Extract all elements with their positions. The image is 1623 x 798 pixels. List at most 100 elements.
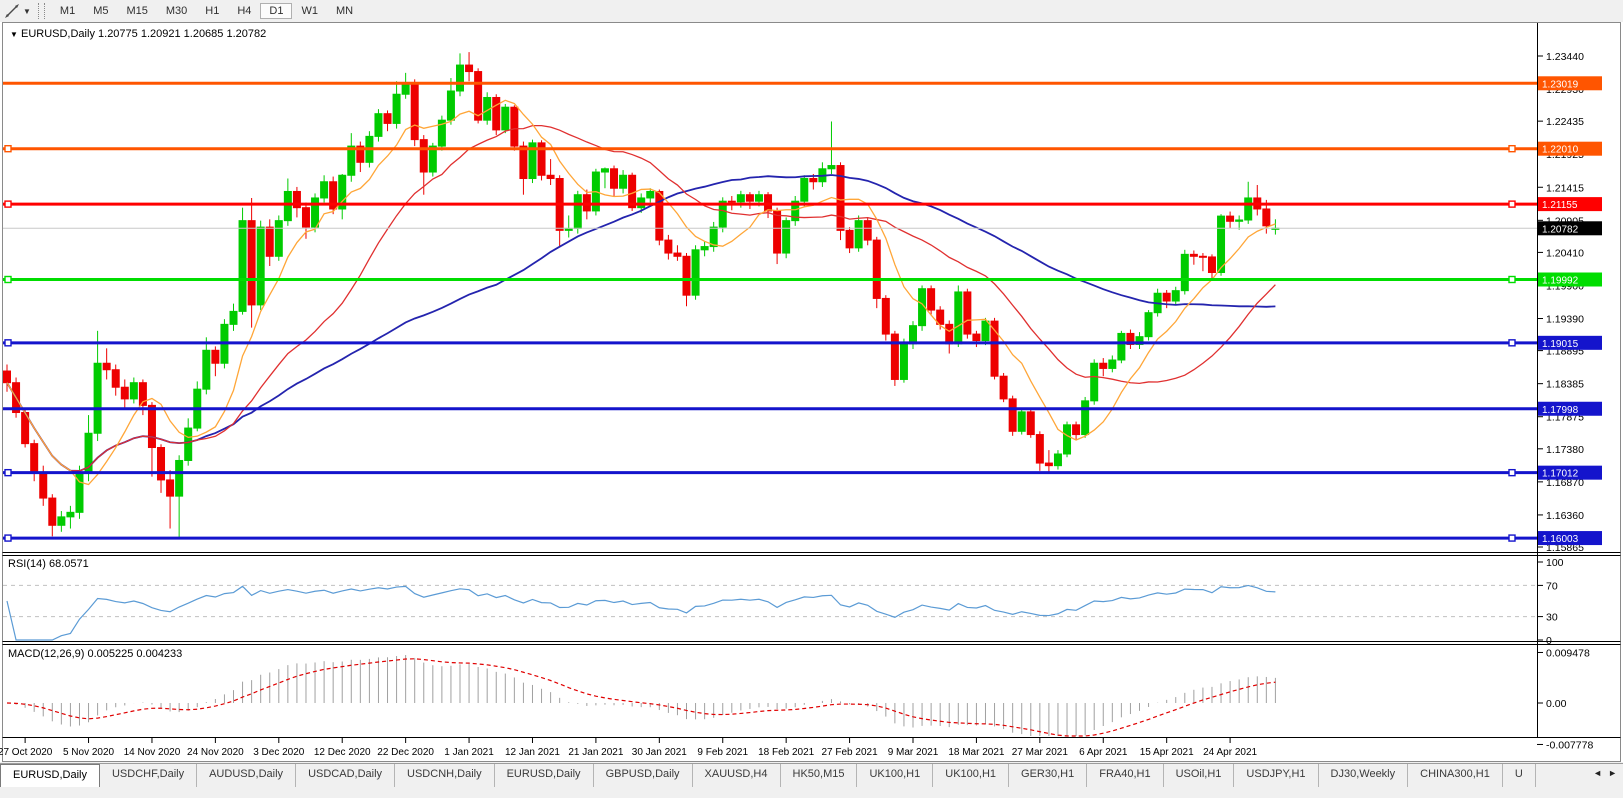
rsi-indicator-label: RSI(14) 68.0571	[8, 558, 89, 570]
chevron-down-icon: ▼	[23, 6, 31, 16]
ma-mid-line	[6, 124, 1276, 472]
line-handle[interactable]	[1508, 534, 1516, 542]
candle-body	[492, 96, 501, 131]
candle-body	[129, 382, 138, 400]
timeframe-button-W1[interactable]: W1	[301, 5, 318, 17]
rsi-tick-label: 30	[1546, 612, 1558, 624]
symbol-dropdown-icon[interactable]: ▼	[10, 30, 18, 39]
line-handle[interactable]	[4, 534, 12, 542]
chart-tab-10[interactable]: UK100,H1	[857, 764, 934, 787]
rsi-line	[6, 584, 1276, 641]
candle-body	[166, 479, 175, 497]
rsi-tick-label: 70	[1546, 580, 1558, 592]
line-handle[interactable]	[4, 200, 12, 208]
candle-body	[736, 194, 745, 203]
chart-title-symbol: EURUSD,Daily	[20, 28, 95, 40]
line-handle[interactable]	[1508, 200, 1516, 208]
chart-tab-2[interactable]: USDCHF,Daily	[100, 764, 198, 787]
chart-tool-button[interactable]: ▼	[0, 3, 34, 19]
candle-body	[927, 288, 936, 311]
candle-body	[936, 309, 945, 325]
chart-tab-11[interactable]: UK100,H1	[933, 764, 1010, 787]
timeframe-button-M15[interactable]: M15	[126, 5, 148, 17]
candle-body	[48, 497, 57, 526]
macd-indicator-label: MACD(12,26,9) 0.005225 0.004233	[8, 648, 183, 660]
price-level-badge-bg	[1538, 272, 1602, 287]
line-handle[interactable]	[4, 275, 12, 284]
line-handle[interactable]	[4, 468, 12, 477]
candle-body	[890, 333, 899, 380]
tab-scroll-left-icon[interactable]: ◄	[1593, 768, 1603, 778]
price-level-badge-bg	[1538, 401, 1602, 416]
candle-body	[1090, 362, 1099, 402]
chart-tab-6[interactable]: EURUSD,Daily	[495, 764, 594, 787]
candle-body	[3, 370, 11, 384]
top-toolbar: ▼ M1 M5 M15 M30 H1 H4 D1 W1 MN	[0, 0, 1623, 23]
chart-tab-13[interactable]: FRA40,H1	[1087, 764, 1164, 787]
timeframe-button-M30[interactable]: M30	[165, 5, 188, 17]
chart-tab-5[interactable]: USDCNH,Daily	[395, 764, 495, 787]
candle-body	[782, 220, 791, 254]
chart-tab-17[interactable]: CHINA300,H1	[1408, 764, 1503, 787]
candle-body	[963, 291, 972, 335]
chart-tab-3[interactable]: AUDUSD,Daily	[197, 764, 297, 787]
chart-tab-8[interactable]: XAUUSD,H4	[693, 764, 781, 787]
chart-tab-4[interactable]: USDCAD,Daily	[296, 764, 396, 787]
candle-body	[474, 71, 483, 121]
candle-body	[374, 113, 383, 137]
timeframe-button-D1[interactable]: D1	[260, 3, 293, 19]
price-tick-label: 1.20410	[1546, 247, 1584, 259]
candle-body	[727, 200, 736, 203]
candle-body	[1072, 424, 1081, 436]
candle-body	[646, 190, 655, 199]
timeframe-button-MN[interactable]: MN	[335, 5, 354, 17]
candle-body	[990, 320, 999, 377]
line-handle[interactable]	[4, 339, 12, 347]
chart-canvas[interactable]: 1.234401.229301.224351.219251.214151.209…	[0, 22, 1623, 762]
chart-tab-16[interactable]: DJ30,Weekly	[1319, 764, 1409, 787]
date-label: 6 Apr 2021	[1079, 747, 1128, 758]
line-handle[interactable]	[1508, 144, 1516, 153]
price-tick-label: 1.17380	[1546, 444, 1584, 456]
price-level-badge: 1.22010	[1542, 145, 1579, 156]
trendline-cursor-icon	[5, 4, 19, 18]
chart-tab-18[interactable]: U	[1503, 764, 1536, 787]
chart-tab-7[interactable]: GBPUSD,Daily	[594, 764, 693, 787]
line-handle[interactable]	[1508, 339, 1516, 347]
date-label: 27 Feb 2021	[821, 747, 878, 758]
candle-body	[301, 207, 310, 228]
timeframe-button-M1[interactable]: M1	[59, 5, 76, 17]
price-level-badge: 1.19992	[1542, 275, 1579, 286]
candle-body	[1017, 411, 1026, 432]
tab-scroll-right-icon[interactable]: ►	[1608, 768, 1617, 778]
line-handle[interactable]	[1508, 468, 1516, 477]
date-label: 14 Nov 2020	[124, 747, 181, 758]
timeframe-button-H1[interactable]: H1	[205, 5, 220, 17]
candle-body	[573, 194, 582, 229]
timeframe-button-H4[interactable]: H4	[237, 5, 252, 17]
chart-tab-1[interactable]: EURUSD,Daily	[0, 764, 100, 787]
price-tick-label: 1.23440	[1546, 51, 1584, 63]
price-level-badge-bg	[1538, 335, 1602, 350]
candle-body	[510, 106, 519, 147]
timeframe-button-M5[interactable]: M5	[93, 5, 109, 17]
chart-tab-9[interactable]: HK50,M15	[781, 764, 858, 787]
chart-tab-15[interactable]: USDJPY,H1	[1234, 764, 1319, 787]
candle-body	[39, 472, 48, 499]
candle-body	[909, 325, 917, 345]
candle-body	[954, 291, 963, 345]
tab-scroll-arrows: ◄ ►	[1589, 766, 1621, 780]
chart-tab-14[interactable]: USOil,H1	[1164, 764, 1235, 787]
price-level-badge-bg	[1538, 531, 1602, 546]
chart-tab-12[interactable]: GER30,H1	[1009, 764, 1088, 787]
toolbar-grip[interactable]	[37, 3, 45, 19]
candle-body	[546, 174, 555, 180]
date-label: 22 Dec 2020	[377, 747, 434, 758]
candle-body	[1008, 398, 1017, 432]
candle-body	[138, 382, 147, 406]
candle-body	[791, 200, 800, 222]
candle-body	[93, 362, 102, 434]
price-tick-label: 1.16870	[1546, 477, 1584, 489]
line-handle[interactable]	[4, 144, 12, 153]
line-handle[interactable]	[1508, 275, 1516, 284]
